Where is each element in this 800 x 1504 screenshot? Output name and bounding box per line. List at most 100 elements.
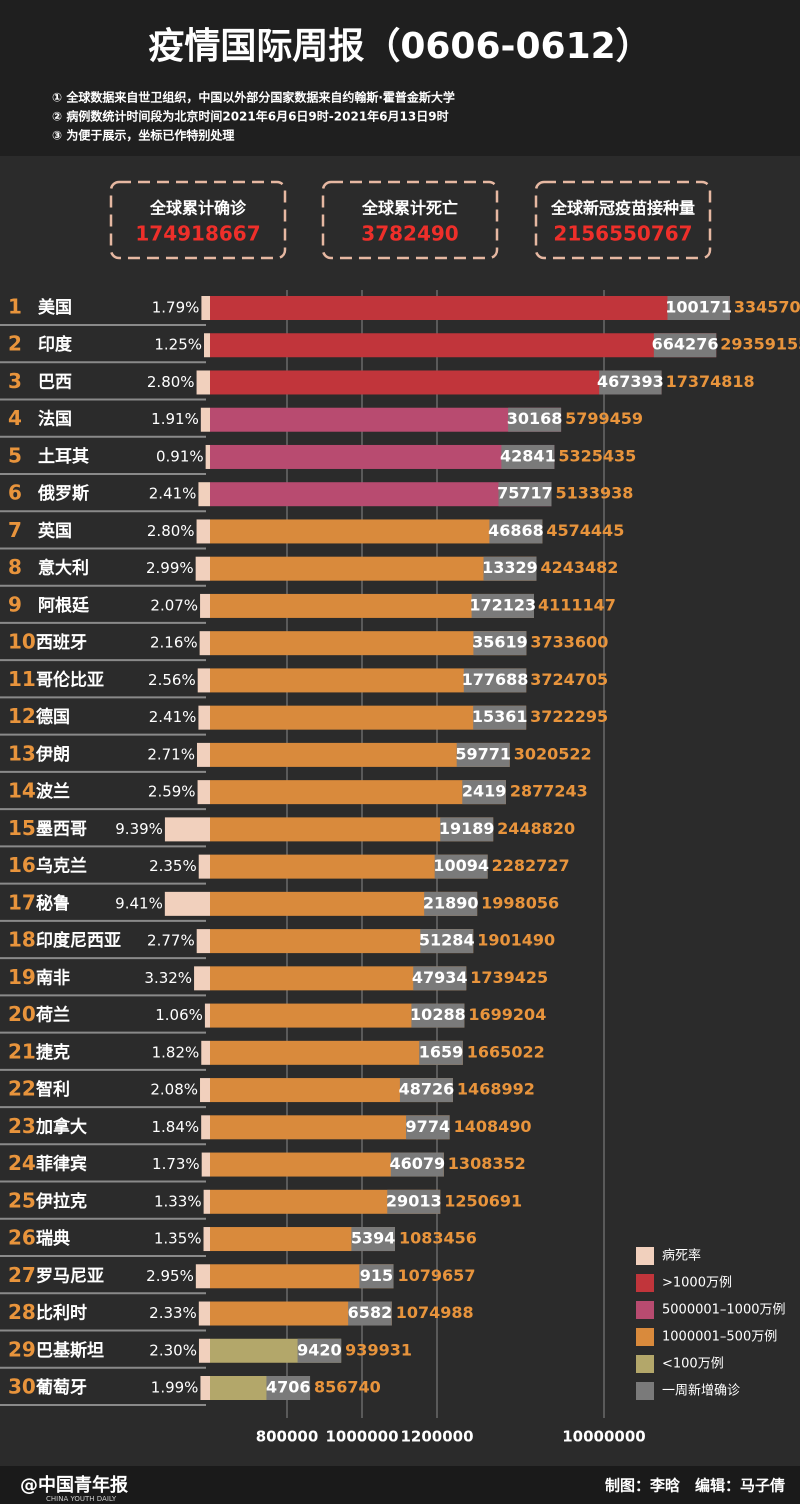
rate-bar — [194, 966, 210, 991]
legend-label: 病死率 — [662, 1248, 701, 1264]
stat-value: 2156550767 — [553, 222, 692, 246]
rate-bar — [205, 444, 210, 469]
total-label: 1250691 — [444, 1191, 522, 1210]
weekly-label: 15361 — [472, 707, 528, 726]
stat-value: 3782490 — [361, 222, 458, 246]
rank: 18 — [8, 928, 36, 952]
rate-label: 1.84% — [152, 1118, 200, 1136]
total-label: 1074988 — [396, 1303, 474, 1322]
rank: 21 — [8, 1039, 36, 1063]
weekly-label: 47934 — [412, 968, 468, 987]
weekly-box — [501, 444, 555, 469]
rank: 27 — [8, 1263, 36, 1287]
country: 荷兰 — [36, 1005, 70, 1026]
total-label: 1739425 — [470, 968, 548, 987]
rate-label: 2.33% — [149, 1304, 197, 1322]
rate-bar — [200, 1078, 210, 1103]
rank: 6 — [8, 481, 22, 505]
stat-box — [321, 180, 499, 260]
rate-label: 2.77% — [147, 932, 195, 950]
x-tick-label: 800000 — [256, 1428, 319, 1446]
weekly-box — [434, 854, 488, 879]
legend-swatch — [636, 1328, 654, 1346]
rate-label: 2.08% — [150, 1081, 198, 1099]
legend-swatch — [636, 1382, 654, 1400]
weekly-box — [359, 1264, 394, 1289]
rank: 19 — [8, 965, 36, 989]
weekly-label: 172123 — [469, 595, 536, 614]
rate-bar — [196, 929, 210, 954]
legend-label: 一周新增确诊 — [662, 1383, 740, 1399]
weekly-label: 59771 — [455, 744, 511, 763]
rank: 2 — [8, 332, 22, 356]
stat-box — [534, 180, 712, 260]
weekly-box — [406, 1115, 450, 1140]
weekly-box — [471, 593, 534, 618]
country: 美国 — [38, 297, 72, 318]
weekly-box — [413, 966, 467, 991]
legend-label: >1000万例 — [662, 1276, 732, 1291]
country: 葡萄牙 — [35, 1377, 87, 1398]
rank: 12 — [8, 704, 36, 728]
rate-bar — [196, 519, 210, 544]
country: 哥伦比亚 — [36, 669, 104, 690]
weekly-label: 42841 — [500, 446, 556, 465]
country: 意大利 — [38, 558, 89, 579]
weekly-box — [462, 780, 506, 805]
weekly-box — [419, 1040, 463, 1065]
weekly-label: 75717 — [497, 484, 553, 503]
weekly-label: 19189 — [439, 819, 495, 838]
rate-bar — [164, 817, 210, 842]
rate-bar — [197, 668, 210, 693]
rate-label: 2.41% — [149, 708, 197, 726]
weekly-label: 10094 — [433, 856, 489, 875]
weekly-label: 29013 — [386, 1191, 442, 1210]
country: 巴基斯坦 — [36, 1340, 104, 1361]
country: 俄罗斯 — [37, 483, 89, 504]
rate-label: 2.41% — [149, 485, 197, 503]
weekly-label: 46868 — [488, 521, 544, 540]
weekly-box — [411, 1003, 465, 1028]
rate-label: 2.56% — [148, 671, 196, 689]
rank: 14 — [8, 779, 36, 803]
country: 捷克 — [36, 1042, 70, 1063]
rank: 23 — [8, 1114, 36, 1138]
rank: 11 — [8, 667, 36, 691]
weekly-box — [424, 891, 478, 916]
weekly-label: 9774 — [406, 1117, 451, 1136]
rank: 4 — [8, 406, 22, 430]
country: 德国 — [36, 707, 70, 728]
logo-sub: CHINA YOUTH DAILY — [46, 1495, 117, 1503]
rate-label: 0.91% — [156, 447, 204, 465]
rank: 24 — [8, 1151, 36, 1175]
logo: @中国青年报 — [20, 1474, 128, 1496]
title: 疫情国际周报（0606-0612） — [148, 26, 651, 67]
weekly-box — [473, 631, 527, 656]
weekly-box — [297, 1338, 342, 1363]
rate-bar — [200, 1376, 210, 1400]
rate-bar — [198, 1338, 210, 1363]
rank: 8 — [8, 555, 22, 579]
country: 法国 — [38, 409, 72, 430]
total-label: 2448820 — [497, 819, 575, 838]
rate-bar — [195, 1264, 210, 1289]
total-label: 856740 — [314, 1378, 381, 1397]
total-label: 4111147 — [538, 595, 616, 614]
weekly-box — [653, 333, 717, 358]
total-bar — [210, 444, 555, 469]
country: 罗马尼亚 — [36, 1266, 104, 1286]
rate-bar — [201, 1040, 210, 1065]
weekly-label: 9420 — [297, 1340, 342, 1359]
rate-bar — [201, 296, 210, 320]
total-label: 3020522 — [514, 744, 592, 763]
weekly-box — [508, 407, 562, 432]
total-label: 1408490 — [454, 1117, 532, 1136]
legend-swatch — [636, 1301, 654, 1319]
total-label: 4243482 — [540, 558, 618, 577]
total-label: 1468992 — [457, 1080, 535, 1099]
total-label: 5133938 — [555, 484, 633, 503]
legend-label: 5000001–1000万例 — [662, 1303, 785, 1318]
country: 印度 — [38, 334, 73, 355]
total-label: 17374818 — [666, 372, 755, 391]
legend-swatch — [636, 1355, 654, 1373]
